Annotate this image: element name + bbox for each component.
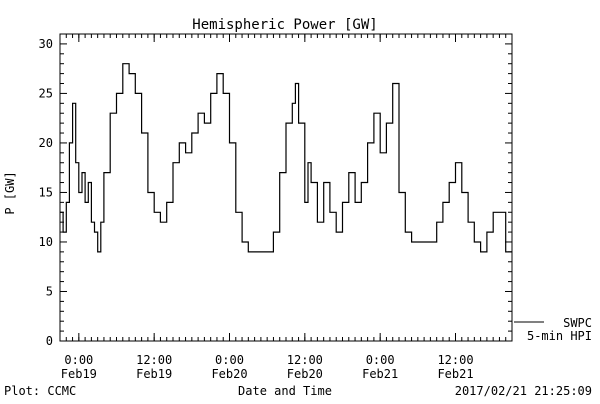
x-tick-label-time: 12:00 [287,353,323,367]
x-tick-label-date: Feb19 [136,367,172,381]
legend-entry-swpc: SWPC [563,316,592,330]
y-tick-label: 20 [39,136,53,150]
x-tick-label-time: 12:00 [437,353,473,367]
legend-entry-hpi: 5-min HPI [527,329,592,343]
y-axis-label: P [GW] [3,171,17,214]
y-tick-label: 15 [39,185,53,199]
y-tick-label: 30 [39,37,53,51]
x-tick-label-date: Feb19 [61,367,97,381]
footer-left: Plot: CCMC [4,384,76,398]
x-tick-label-date: Feb21 [437,367,473,381]
footer-right: 2017/02/21 21:25:09 [455,384,592,398]
plot-frame [59,33,513,342]
y-tick-label: 10 [39,235,53,249]
x-tick-label-date: Feb20 [211,367,247,381]
series-line-swpc [60,63,512,253]
plot-area [60,63,512,253]
y-tick-label: 25 [39,86,53,100]
y-tick-label: 0 [46,334,53,348]
x-tick-label-time: 0:00 [366,353,395,367]
y-tick-label: 5 [46,284,53,298]
x-tick-label-date: Feb21 [362,367,398,381]
x-tick-label-time: 0:00 [215,353,244,367]
x-axis-label: Date and Time [238,384,332,398]
axes: 0510152025300:00Feb1912:00Feb190:00Feb20… [39,33,513,381]
x-tick-label-time: 0:00 [64,353,93,367]
x-tick-label-time: 12:00 [136,353,172,367]
chart-title: Hemispheric Power [GW] [192,17,377,33]
x-tick-label-date: Feb20 [287,367,323,381]
